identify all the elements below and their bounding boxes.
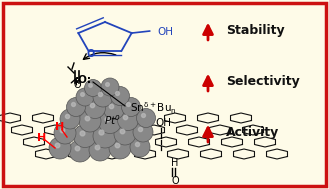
Text: H: H (38, 133, 47, 143)
Text: OH: OH (155, 118, 171, 128)
Circle shape (66, 98, 86, 116)
Circle shape (73, 125, 96, 147)
Circle shape (137, 108, 156, 128)
Text: O: O (87, 49, 95, 59)
Circle shape (104, 98, 124, 119)
Text: OH: OH (158, 27, 174, 37)
Text: Stability: Stability (226, 24, 285, 37)
Circle shape (89, 139, 111, 161)
Text: $\mathregular{Sn^{\delta+}Bu_n}$: $\mathregular{Sn^{\delta+}Bu_n}$ (130, 100, 177, 116)
Circle shape (76, 88, 94, 106)
Circle shape (85, 80, 102, 97)
Text: Activity: Activity (226, 126, 279, 139)
Circle shape (101, 78, 119, 96)
Circle shape (98, 111, 121, 133)
Text: Selectivity: Selectivity (226, 75, 300, 88)
Circle shape (93, 124, 117, 148)
Circle shape (109, 137, 131, 159)
Circle shape (121, 98, 140, 116)
Circle shape (69, 140, 91, 162)
Circle shape (133, 122, 153, 142)
Circle shape (54, 122, 76, 144)
Circle shape (49, 137, 71, 159)
Text: :O:: :O: (74, 75, 91, 85)
Circle shape (79, 110, 101, 132)
Circle shape (130, 137, 150, 157)
Circle shape (111, 87, 130, 105)
Text: H: H (55, 122, 64, 132)
Circle shape (85, 98, 106, 119)
Circle shape (93, 87, 113, 107)
Text: O: O (73, 80, 81, 90)
Circle shape (114, 123, 136, 145)
Text: O: O (171, 176, 179, 186)
Circle shape (117, 109, 139, 130)
Text: H: H (171, 158, 179, 168)
Text: $\mathregular{Pt^0}$: $\mathregular{Pt^0}$ (104, 113, 120, 127)
Circle shape (60, 109, 80, 129)
